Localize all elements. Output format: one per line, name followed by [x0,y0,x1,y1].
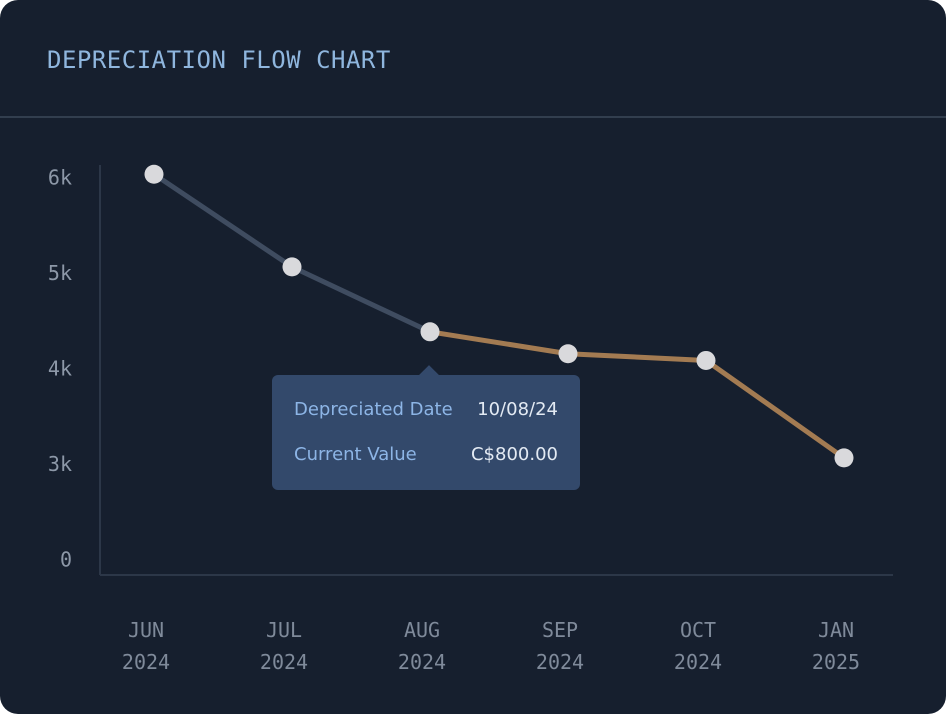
tooltip: Depreciated Date 10/08/24 Current Value … [272,365,580,490]
point [834,448,854,468]
x-tick-label: JUN 2024 [121,618,171,674]
y-tick-label: 5k [48,261,72,285]
point [696,350,716,370]
tooltip-value-label: Current Value [294,444,417,465]
chart-title: DEPRECIATION FLOW CHART [47,46,391,74]
y-tick-label: 3k [48,452,72,476]
point [558,344,578,364]
divider [0,116,946,118]
y-tick-label: 6k [48,166,72,190]
x-tick-label: AUG 2024 [397,618,447,674]
point [282,257,302,277]
x-tick-label: JAN 2025 [811,618,861,674]
tooltip-date: 10/08/24 [477,399,558,420]
line-highlight [427,329,847,461]
x-tick-label: OCT 2024 [673,618,723,674]
y-tick-label: 4k [48,357,72,381]
tooltip-date-label: Depreciated Date [294,399,453,420]
point [420,322,440,342]
point [144,164,164,184]
line-past [151,171,433,335]
x-tick-label: SEP 2024 [535,618,585,674]
x-tick-label: JUL 2024 [259,618,309,674]
y-tick-label: 0 [60,548,72,572]
tooltip-value: C$800.00 [470,444,558,465]
